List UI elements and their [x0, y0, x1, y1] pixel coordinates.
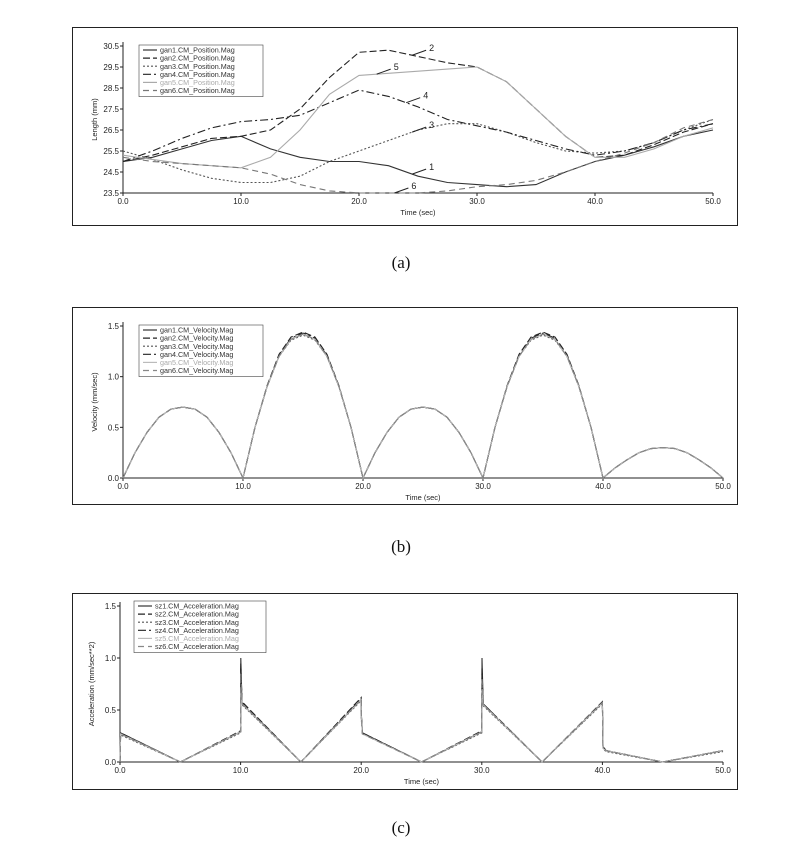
curve-label-leader [411, 168, 427, 175]
x-tick-label: 50.0 [705, 197, 721, 206]
y-tick-label: 23.5 [103, 189, 119, 198]
x-tick-label: 20.0 [353, 766, 369, 775]
y-axis-label: Acceleration (mm/sec**2) [87, 641, 96, 726]
x-tick-label: 30.0 [474, 766, 490, 775]
y-axis-label: Velocity (mm/sec) [90, 372, 99, 432]
x-tick-label: 20.0 [351, 197, 367, 206]
legend-entry: gan4.CM_Position.Mag [160, 70, 235, 79]
legend-entry: sz5.CM_Acceleration.Mag [155, 634, 239, 643]
legend-entry: sz3.CM_Acceleration.Mag [155, 618, 239, 627]
curve-label-leader [411, 126, 427, 133]
legend-box [138, 324, 264, 377]
y-axis-label: Length (mm) [90, 98, 99, 141]
series-line-3 [119, 678, 724, 763]
legend-entry: gan6.CM_Position.Mag [160, 86, 235, 95]
legend-box [133, 600, 267, 653]
x-tick-label: 50.0 [715, 482, 731, 491]
y-tick-label: 1.5 [108, 322, 120, 331]
legend-entry: sz1.CM_Acceleration.Mag [155, 602, 239, 611]
x-tick-label: 30.0 [469, 197, 485, 206]
curve-label-6: 6 [411, 181, 416, 191]
x-tick-label: 20.0 [355, 482, 371, 491]
curve-label-1: 1 [429, 162, 434, 172]
series-line-5 [122, 66, 714, 169]
x-tick-label: 0.0 [117, 482, 129, 491]
y-tick-label: 0.0 [108, 474, 120, 483]
curve-label-3: 3 [429, 120, 434, 130]
legend-entry: gan3.CM_Velocity.Mag [160, 342, 233, 351]
series-line-5 [119, 689, 724, 763]
position-chart: 0.0 10.0 20.0 30.0 40.0 50.0 23.5 24.5 25.5 26.5 2… [90, 42, 721, 217]
curve-label-leader [394, 187, 409, 194]
legend-entry: gan5.CM_Position.Mag [160, 78, 235, 87]
legend-entry: gan4.CM_Velocity.Mag [160, 350, 233, 359]
x-axis-label: Time (sec) [400, 208, 436, 217]
series-line-2 [122, 49, 714, 163]
x-axis-label: Time (sec) [404, 777, 440, 786]
x-tick-label: 30.0 [475, 482, 491, 491]
legend-entry: gan6.CM_Velocity.Mag [160, 366, 233, 375]
y-tick-label: 24.5 [103, 168, 119, 177]
y-tick-label: 28.5 [103, 84, 119, 93]
caption-b: (b) [391, 537, 411, 556]
legend-entry: sz6.CM_Acceleration.Mag [155, 642, 239, 651]
acceleration-chart: 0.0 10.0 20.0 30.0 40.0 50.0 0.0 0.5 1.0 1.5 Time … [87, 600, 731, 786]
y-tick-label: 30.5 [103, 42, 119, 51]
velocity-chart: 0.0 10.0 20.0 30.0 40.0 50.0 0.0 0.5 1.0 1.5 Time … [90, 322, 731, 502]
chart-panel-position: 0.0 10.0 20.0 30.0 40.0 50.0 23.5 24.5 25.5 26.5 2… [72, 27, 738, 226]
x-tick-label: 10.0 [233, 197, 249, 206]
y-tick-label: 1.0 [108, 373, 120, 382]
legend: sz1.CM_Acceleration.Magsz2.CM_Accelerati… [133, 600, 267, 653]
legend-entry: gan2.CM_Velocity.Mag [160, 334, 233, 343]
legend-entry: sz2.CM_Acceleration.Mag [155, 610, 239, 619]
curve-label-2: 2 [429, 43, 434, 53]
legend-entry: gan1.CM_Position.Mag [160, 46, 235, 55]
legend: gan1.CM_Velocity.Maggan2.CM_Velocity.Mag… [138, 324, 264, 377]
legend-box [138, 44, 264, 97]
series-line-6 [122, 333, 724, 480]
curve-label-leader [406, 97, 421, 104]
legend-entry: gan2.CM_Position.Mag [160, 54, 235, 63]
caption-a: (a) [391, 253, 411, 272]
chart-panel-velocity: 0.0 10.0 20.0 30.0 40.0 50.0 0.0 0.5 1.0 1.5 Time … [72, 307, 738, 505]
x-tick-label: 40.0 [595, 482, 611, 491]
legend: gan1.CM_Position.Maggan2.CM_Position.Mag… [138, 44, 264, 97]
legend-entry: gan1.CM_Velocity.Mag [160, 326, 233, 335]
legend-entry: gan3.CM_Position.Mag [160, 62, 235, 71]
legend-entry: gan5.CM_Velocity.Mag [160, 358, 233, 367]
y-tick-label: 0.5 [105, 706, 117, 715]
curve-label-4: 4 [423, 91, 428, 101]
x-tick-label: 0.0 [117, 197, 129, 206]
curve-label-leader [376, 68, 391, 75]
x-axis-label: Time (sec) [405, 493, 441, 502]
x-tick-label: 0.0 [114, 766, 126, 775]
y-tick-label: 1.0 [105, 654, 117, 663]
curve-label-5: 5 [394, 62, 399, 72]
legend-entry: sz4.CM_Acceleration.Mag [155, 626, 239, 635]
curve-label-leader [411, 49, 427, 56]
series-line-6 [119, 673, 724, 763]
x-tick-label: 10.0 [235, 482, 251, 491]
y-tick-label: 25.5 [103, 147, 119, 156]
x-tick-label: 10.0 [233, 766, 249, 775]
y-tick-label: 0.0 [105, 758, 117, 767]
x-tick-label: 40.0 [595, 766, 611, 775]
caption-c: (c) [391, 818, 411, 837]
x-tick-label: 40.0 [587, 197, 603, 206]
y-tick-label: 29.5 [103, 63, 119, 72]
x-tick-label: 50.0 [715, 766, 731, 775]
series-line-4 [122, 89, 714, 163]
y-tick-label: 26.5 [103, 126, 119, 135]
y-tick-label: 1.5 [105, 602, 117, 611]
y-tick-label: 0.5 [108, 423, 120, 432]
chart-panel-acceleration: 0.0 10.0 20.0 30.0 40.0 50.0 0.0 0.5 1.0 1.5 Time … [72, 593, 738, 790]
y-tick-label: 27.5 [103, 105, 119, 114]
